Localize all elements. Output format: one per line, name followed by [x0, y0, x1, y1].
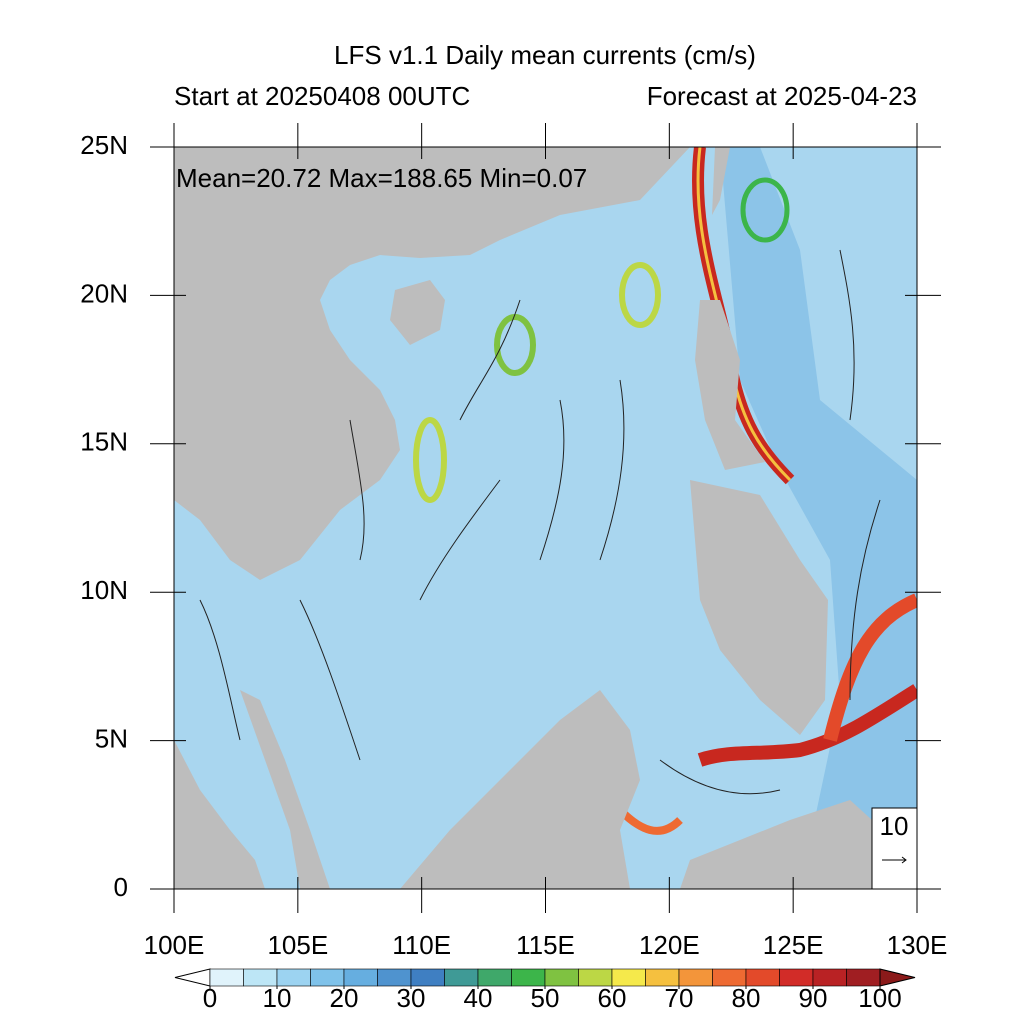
x-tick-label: 130E [887, 930, 948, 960]
current-core [697, 684, 917, 767]
y-tick-label: 15N [80, 427, 128, 457]
land [400, 690, 640, 889]
eddy [740, 177, 790, 243]
colorbar-tick-label: 90 [799, 983, 828, 1013]
reference-arrow [882, 856, 907, 864]
colorbar-tick-label: 70 [665, 983, 694, 1013]
y-tick-label: 0 [114, 872, 128, 902]
current-core [823, 593, 917, 742]
x-tick-label: 100E [144, 930, 205, 960]
land [695, 300, 765, 470]
y-tick-label: 20N [80, 278, 128, 308]
land [390, 280, 445, 345]
colorbar-tick-label: 100 [858, 983, 901, 1013]
colorbar-tick-label: 20 [330, 983, 359, 1013]
ocean-shade [720, 147, 917, 889]
y-tick-label: 10N [80, 575, 128, 605]
streamlines [199, 249, 881, 795]
x-tick-label: 115E [516, 930, 575, 960]
reference-label: 10 [880, 811, 909, 841]
eddy [413, 417, 447, 503]
colorbar-tick-label: 80 [732, 983, 761, 1013]
colorbar-tick-label: 0 [203, 983, 217, 1013]
x-tick-label: 110E [392, 930, 451, 960]
land [690, 480, 828, 735]
x-tick-label: 105E [267, 930, 328, 960]
reference-box [871, 807, 918, 890]
colorbar-tick-label: 60 [598, 983, 627, 1013]
land [240, 690, 330, 889]
eddy [619, 262, 661, 328]
land [174, 740, 265, 889]
title: LFS v1.1 Daily mean currents (cm/s) [334, 40, 756, 70]
eddy [494, 314, 536, 376]
colorbar-tick-label: 10 [263, 983, 292, 1013]
colorbar-tick-label: 50 [531, 983, 560, 1013]
stats: Mean=20.72 Max=188.65 Min=0.07 [176, 163, 587, 193]
map-field [174, 147, 917, 889]
subtitle-right: Forecast at 2025-04-23 [647, 81, 917, 111]
y-tick-label: 25N [80, 130, 128, 160]
subtitle-left: Start at 20250408 00UTC [174, 81, 470, 111]
colorbar-tick-label: 40 [464, 983, 493, 1013]
land [680, 800, 872, 889]
colorbar-tick-label: 30 [397, 983, 426, 1013]
x-tick-label: 120E [639, 930, 700, 960]
colorbar-triangle [879, 968, 916, 987]
land [174, 147, 690, 580]
y-tick-label: 5N [95, 723, 128, 753]
land [712, 147, 730, 215]
x-tick-label: 125E [763, 930, 824, 960]
